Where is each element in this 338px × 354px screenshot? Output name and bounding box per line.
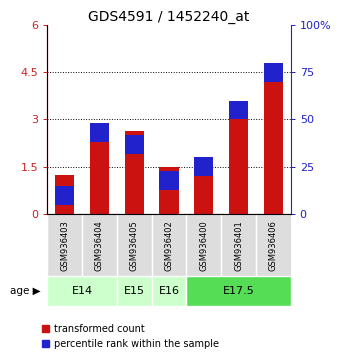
Text: GSM936400: GSM936400 [199, 220, 208, 270]
Bar [264, 63, 283, 81]
Bar [160, 171, 178, 189]
Text: E16: E16 [159, 286, 179, 296]
Bar [55, 186, 74, 205]
Bar [229, 111, 248, 214]
Bar [90, 125, 109, 214]
Bar [117, 276, 152, 306]
Text: age ▶: age ▶ [10, 286, 41, 296]
Text: GSM936404: GSM936404 [95, 220, 104, 270]
Bar [264, 68, 283, 214]
Bar [160, 167, 178, 214]
Bar [90, 123, 109, 142]
Bar [55, 175, 74, 214]
Text: E17.5: E17.5 [223, 286, 255, 296]
Text: GSM936401: GSM936401 [234, 220, 243, 270]
Bar [186, 276, 291, 306]
Bar [47, 276, 117, 306]
Text: GSM936406: GSM936406 [269, 220, 278, 270]
Bar [194, 157, 213, 176]
Bar [194, 163, 213, 214]
Bar [229, 101, 248, 120]
Bar [125, 135, 144, 154]
Text: E15: E15 [124, 286, 145, 296]
Bar [125, 131, 144, 214]
Text: GSM936405: GSM936405 [130, 220, 139, 270]
Text: GSM936402: GSM936402 [165, 220, 173, 270]
Text: GSM936403: GSM936403 [60, 220, 69, 270]
Title: GDS4591 / 1452240_at: GDS4591 / 1452240_at [88, 10, 250, 24]
Bar [152, 276, 186, 306]
Legend: transformed count, percentile rank within the sample: transformed count, percentile rank withi… [42, 324, 219, 349]
Text: E14: E14 [72, 286, 93, 296]
